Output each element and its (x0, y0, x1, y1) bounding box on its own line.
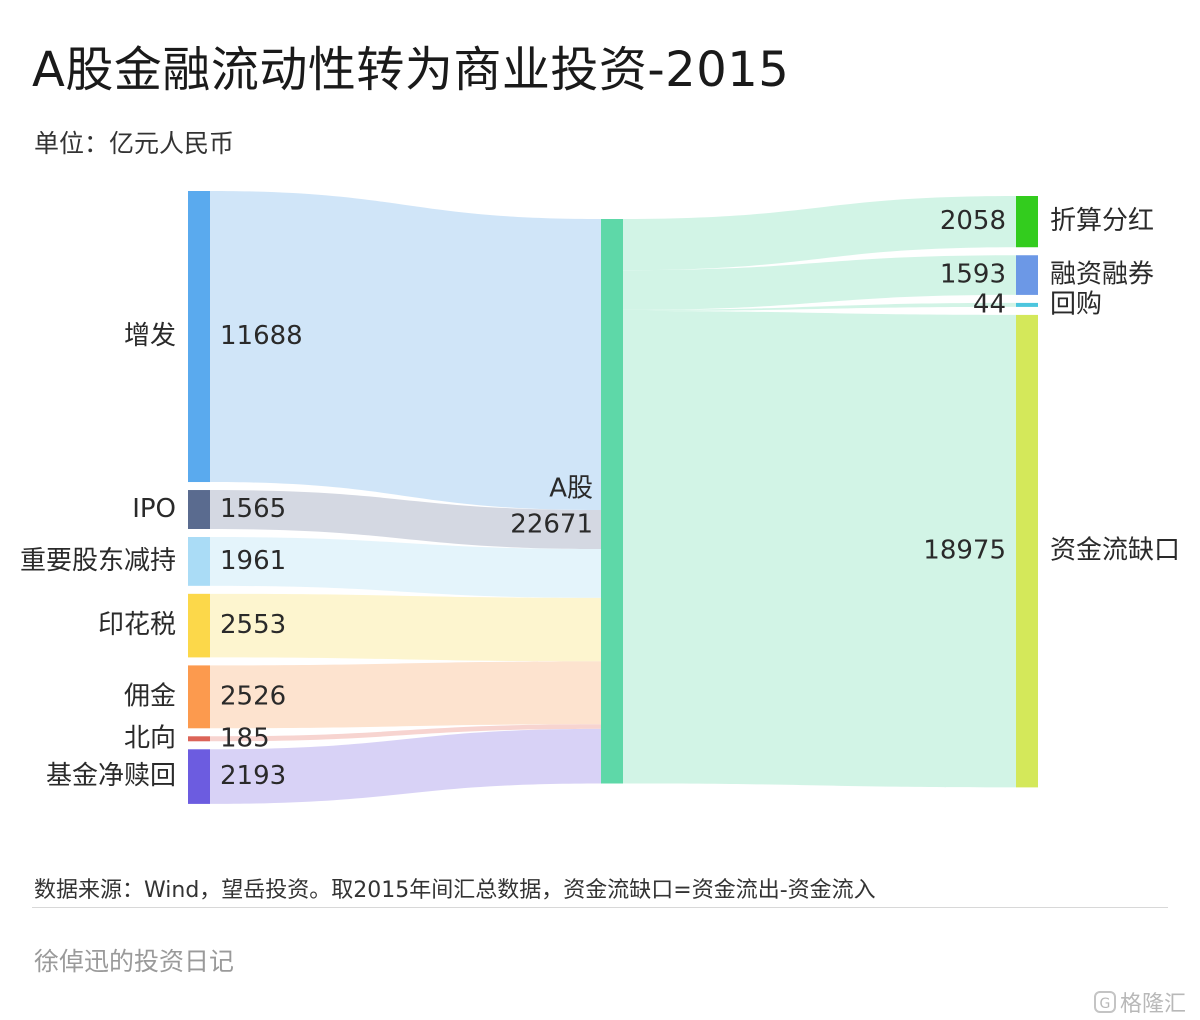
out-link-2 (623, 302, 1016, 312)
source-label-4: 佣金 (124, 681, 176, 711)
out-link-0 (623, 196, 1016, 271)
center-label: A股 (549, 473, 593, 503)
target-value-1: 1593 (940, 260, 1006, 290)
link-4 (210, 661, 601, 729)
link-2 (210, 536, 601, 598)
center-node (601, 219, 623, 784)
source-node-0 (188, 191, 210, 483)
out-link-3 (623, 311, 1016, 788)
source-node-1 (188, 490, 210, 529)
source-value-4: 2526 (220, 681, 286, 711)
link-3 (210, 593, 601, 662)
data-source-note: 数据来源：Wind，望岳投资。取2015年间汇总数据，资金流缺口=资金流出-资金… (34, 878, 876, 903)
out-link-1 (623, 255, 1016, 310)
sankey-labels: 增发 11688 IPO 1565 重要股东减持 1961 印花税 2553 佣金 2526 北向 1… (20, 206, 1180, 791)
chart-title: A股金融流动性转为商业投资-2015 (32, 42, 790, 98)
footer-divider (32, 907, 1168, 908)
target-label-3: 资金流缺口 (1050, 536, 1180, 566)
link-1 (210, 490, 601, 549)
source-node-6 (188, 749, 210, 804)
sankey-nodes (188, 191, 1038, 804)
source-node-4 (188, 665, 210, 729)
target-node-3 (1016, 314, 1038, 788)
link-0 (210, 191, 601, 511)
source-node-2 (188, 536, 210, 586)
sankey-links (210, 191, 1016, 804)
source-label-6: 基金净赎回 (46, 761, 176, 791)
target-node-1 (1016, 255, 1038, 295)
target-value-3: 18975 (923, 536, 1006, 566)
watermark-text: 格隆汇 (1119, 992, 1186, 1017)
target-node-0 (1016, 196, 1038, 248)
target-label-0: 折算分红 (1050, 206, 1154, 236)
source-value-3: 2553 (220, 610, 286, 640)
author-label: 徐倬迅的投资日记 (34, 947, 235, 976)
source-label-3: 印花税 (98, 610, 176, 640)
sankey-chart: 增发 11688 IPO 1565 重要股东减持 1961 印花税 2553 佣金 2526 北向 1… (20, 191, 1180, 804)
source-label-0: 增发 (124, 321, 176, 351)
source-value-5: 185 (220, 723, 270, 753)
source-value-1: 1565 (220, 494, 286, 524)
source-node-5 (188, 736, 210, 742)
center-value: 22671 (510, 509, 593, 539)
source-value-2: 1961 (220, 546, 286, 576)
target-value-2: 44 (973, 289, 1006, 319)
source-label-5: 北向 (124, 723, 176, 753)
target-node-2 (1016, 302, 1038, 307)
target-value-0: 2058 (940, 206, 1006, 236)
watermark-logo-icon: G (1093, 991, 1116, 1013)
link-5 (210, 724, 601, 742)
target-label-2: 回购 (1050, 289, 1102, 319)
source-label-2: 重要股东减持 (20, 546, 176, 576)
source-value-0: 11688 (220, 321, 303, 351)
unit-label: 单位：亿元人民币 (34, 129, 235, 158)
target-label-1: 融资融券 (1050, 260, 1154, 290)
source-node-3 (188, 593, 210, 658)
link-6 (210, 728, 601, 804)
source-value-6: 2193 (220, 761, 286, 791)
watermark: G 格隆汇 (1093, 986, 1186, 1018)
source-label-1: IPO (132, 494, 176, 524)
